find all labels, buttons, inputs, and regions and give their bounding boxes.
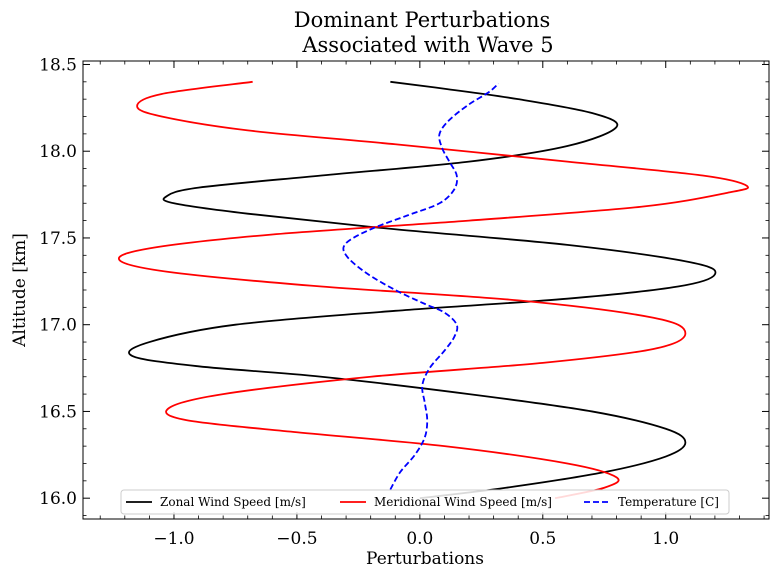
legend-box: [120, 489, 730, 515]
y-tick-label: 18.0: [39, 142, 77, 162]
tick-layer: −1.0 −0.5 0.0 0.5 1.0 16.0 16.5 17.0 17.5 18.0 18.…: [39, 55, 769, 549]
series-line-1: [118, 80, 749, 500]
plot-frame: [82, 60, 770, 520]
x-tick-label: −1.0: [153, 529, 194, 549]
legend: Zonal Wind Speed [m/s] Meridional Wind S…: [120, 489, 730, 515]
y-tick-label: 16.0: [39, 489, 77, 509]
series-line-0: [128, 80, 717, 500]
legend-label-meridional: Meridional Wind Speed [m/s]: [374, 495, 552, 509]
x-tick-label: 0.5: [529, 529, 556, 549]
y-tick-label: 17.5: [39, 229, 77, 249]
y-tick-label: 16.5: [39, 402, 77, 422]
x-tick-label: 0.0: [406, 529, 433, 549]
y-axis-label: Altitude [km]: [10, 233, 30, 348]
x-tick-label: −0.5: [276, 529, 317, 549]
x-tick-label: 1.0: [652, 529, 679, 549]
y-tick-label: 18.5: [39, 55, 77, 75]
y-tick-label: 17.0: [39, 316, 77, 336]
series-line-2: [342, 82, 500, 490]
chart-title-line-1: Dominant Perturbations: [294, 8, 551, 32]
legend-label-temperature: Temperature [C]: [618, 495, 719, 509]
legend-label-zonal: Zonal Wind Speed [m/s]: [160, 495, 306, 509]
series-layer: [118, 80, 749, 500]
chart-title-line-2: Associated with Wave 5: [301, 33, 553, 57]
x-axis-label: Perturbations: [366, 549, 484, 569]
